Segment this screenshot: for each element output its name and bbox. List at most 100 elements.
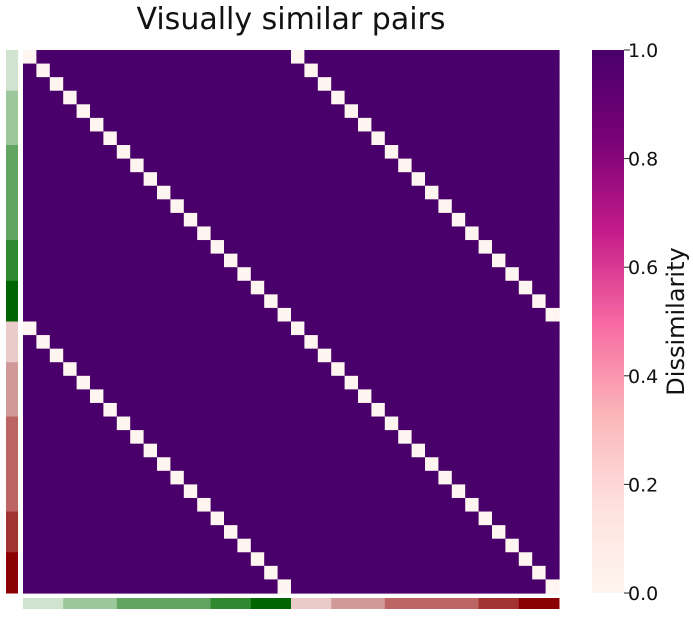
column-color-segment — [518, 598, 560, 609]
heatmap-cell — [183, 131, 198, 146]
row-color-segment — [6, 552, 18, 594]
heatmap-cell — [76, 335, 91, 350]
heatmap-cell — [143, 579, 158, 594]
heatmap-cell — [478, 321, 493, 336]
heatmap-cell — [344, 145, 359, 160]
heatmap-cell — [304, 185, 319, 200]
heatmap-cell — [130, 50, 145, 65]
heatmap-cell — [545, 402, 560, 418]
heatmap-cell — [170, 63, 185, 78]
heatmap-cell — [49, 63, 64, 78]
heatmap-cell — [36, 307, 51, 323]
heatmap-cell — [492, 253, 506, 268]
heatmap-cell — [518, 158, 533, 173]
heatmap-cell — [103, 172, 118, 187]
heatmap-cell — [36, 565, 51, 581]
heatmap-cell — [157, 267, 171, 282]
heatmap-cell — [505, 443, 520, 458]
heatmap-cell — [411, 402, 426, 418]
heatmap-cell — [143, 538, 158, 553]
heatmap-cell — [398, 362, 413, 377]
heatmap-cell — [23, 240, 37, 255]
heatmap-cell — [250, 185, 265, 200]
heatmap-cell — [451, 50, 466, 65]
heatmap-cell — [130, 104, 145, 119]
heatmap-cell — [317, 443, 332, 458]
heatmap-cell — [277, 145, 292, 160]
heatmap-cell — [371, 104, 386, 119]
heatmap-cell — [358, 253, 372, 268]
heatmap-cell — [237, 199, 252, 214]
heatmap-cell — [23, 402, 37, 418]
heatmap-cell — [224, 226, 238, 241]
heatmap-cell — [116, 525, 131, 540]
heatmap-cell — [143, 497, 158, 513]
heatmap-cell — [291, 117, 305, 133]
heatmap-cell — [224, 321, 238, 336]
heatmap-cell — [465, 484, 480, 499]
heatmap-cell — [398, 552, 413, 567]
heatmap-cell — [384, 321, 399, 336]
row-color-segment — [6, 240, 18, 282]
heatmap-cell — [438, 172, 453, 187]
heatmap-cell — [291, 212, 305, 228]
heatmap-cell — [291, 402, 305, 418]
heatmap-cell — [425, 267, 439, 282]
heatmap-cell — [451, 470, 466, 485]
heatmap-cell — [183, 63, 198, 78]
heatmap-cell — [317, 240, 332, 255]
heatmap-cell — [170, 579, 185, 594]
heatmap-cell — [438, 199, 453, 214]
heatmap-cell — [49, 497, 64, 513]
heatmap-cell — [224, 280, 238, 295]
heatmap-cell — [545, 90, 560, 105]
heatmap-cell — [438, 185, 453, 200]
heatmap-cell — [344, 525, 359, 540]
heatmap-cell — [478, 565, 493, 581]
heatmap-cell — [398, 77, 413, 92]
heatmap-cell — [358, 579, 372, 594]
heatmap-cell — [371, 294, 386, 309]
heatmap-cell — [291, 158, 305, 173]
heatmap-cell — [170, 416, 185, 431]
heatmap-cell — [183, 240, 198, 255]
heatmap-cell — [371, 267, 386, 282]
heatmap-cell — [532, 335, 547, 350]
heatmap-cell — [492, 538, 506, 553]
heatmap-cell — [425, 158, 439, 173]
heatmap-cell — [76, 525, 91, 540]
heatmap-cell — [170, 90, 185, 105]
heatmap-cell — [116, 497, 131, 513]
heatmap-cell — [518, 484, 533, 499]
heatmap-cell — [143, 511, 158, 526]
heatmap-cell — [237, 375, 252, 390]
heatmap-cell — [197, 145, 212, 160]
heatmap-cell — [545, 362, 560, 377]
heatmap-cell — [36, 470, 51, 485]
heatmap-cell — [224, 565, 238, 581]
heatmap-cell — [505, 457, 520, 472]
heatmap-cell — [264, 375, 279, 390]
heatmap-cell — [157, 240, 171, 255]
heatmap-cell — [545, 267, 560, 282]
heatmap-cell — [398, 267, 413, 282]
heatmap-cell — [451, 77, 466, 92]
heatmap-cell — [210, 90, 225, 105]
heatmap-cell — [518, 565, 533, 581]
heatmap-cell — [438, 240, 453, 255]
heatmap-cell — [291, 511, 305, 526]
heatmap-cell — [23, 307, 37, 323]
heatmap-cell — [425, 389, 439, 404]
heatmap-cell — [170, 362, 185, 377]
heatmap-cell — [425, 348, 439, 363]
heatmap-cell — [157, 565, 171, 581]
heatmap-cell — [183, 226, 198, 241]
heatmap-cell — [518, 172, 533, 187]
heatmap-cell — [478, 335, 493, 350]
heatmap-cell — [237, 253, 252, 268]
heatmap-cell — [398, 430, 413, 445]
heatmap-cell — [250, 389, 265, 404]
heatmap-cell — [291, 552, 305, 567]
heatmap-cell — [317, 497, 332, 513]
heatmap-cell — [36, 117, 51, 133]
